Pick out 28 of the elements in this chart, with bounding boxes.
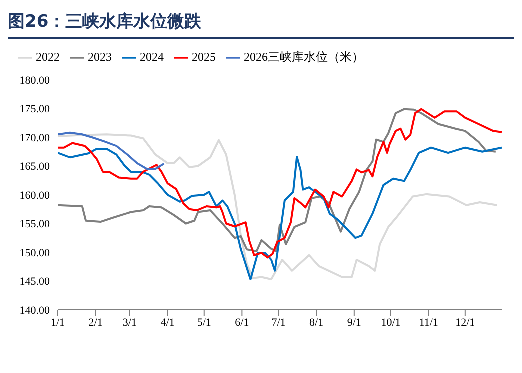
x-tick-label: 9/1 (347, 316, 362, 329)
x-tick-label: 7/1 (272, 316, 286, 329)
x-tick-label: 8/1 (310, 316, 324, 329)
legend-label: 2024 (140, 50, 164, 64)
y-tick-label: 155.00 (20, 218, 50, 231)
x-tick-label: 12/1 (456, 316, 476, 329)
x-tick-label: 2/1 (88, 316, 103, 329)
x-tick-label: 6/1 (235, 316, 250, 329)
legend-label: 2023 (88, 50, 112, 64)
x-tick-label: 11/1 (419, 316, 438, 329)
x-tick-label: 5/1 (197, 316, 212, 329)
y-tick-label: 140.00 (20, 304, 50, 317)
legend-label: 2022 (36, 50, 60, 64)
legend-label: 2026三峡库水位（米） (244, 50, 364, 64)
y-tick-label: 175.00 (20, 104, 50, 116)
x-tick-label: 3/1 (122, 316, 137, 329)
chart-title: 图26：三峡水库水位微跌 (8, 8, 514, 39)
y-tick-label: 150.00 (20, 247, 50, 260)
x-tick-label: 1/1 (50, 316, 66, 329)
y-tick-label: 170.00 (20, 132, 50, 144)
y-tick-label: 180.00 (20, 74, 50, 87)
y-tick-label: 145.00 (20, 276, 50, 288)
line-series (58, 132, 166, 170)
y-tick-label: 165.00 (20, 161, 50, 174)
legend-label: 2025 (192, 50, 216, 64)
y-tick-label: 160.00 (20, 190, 50, 202)
x-tick-label: 4/1 (160, 316, 175, 329)
x-tick-label: 10/1 (381, 316, 401, 329)
